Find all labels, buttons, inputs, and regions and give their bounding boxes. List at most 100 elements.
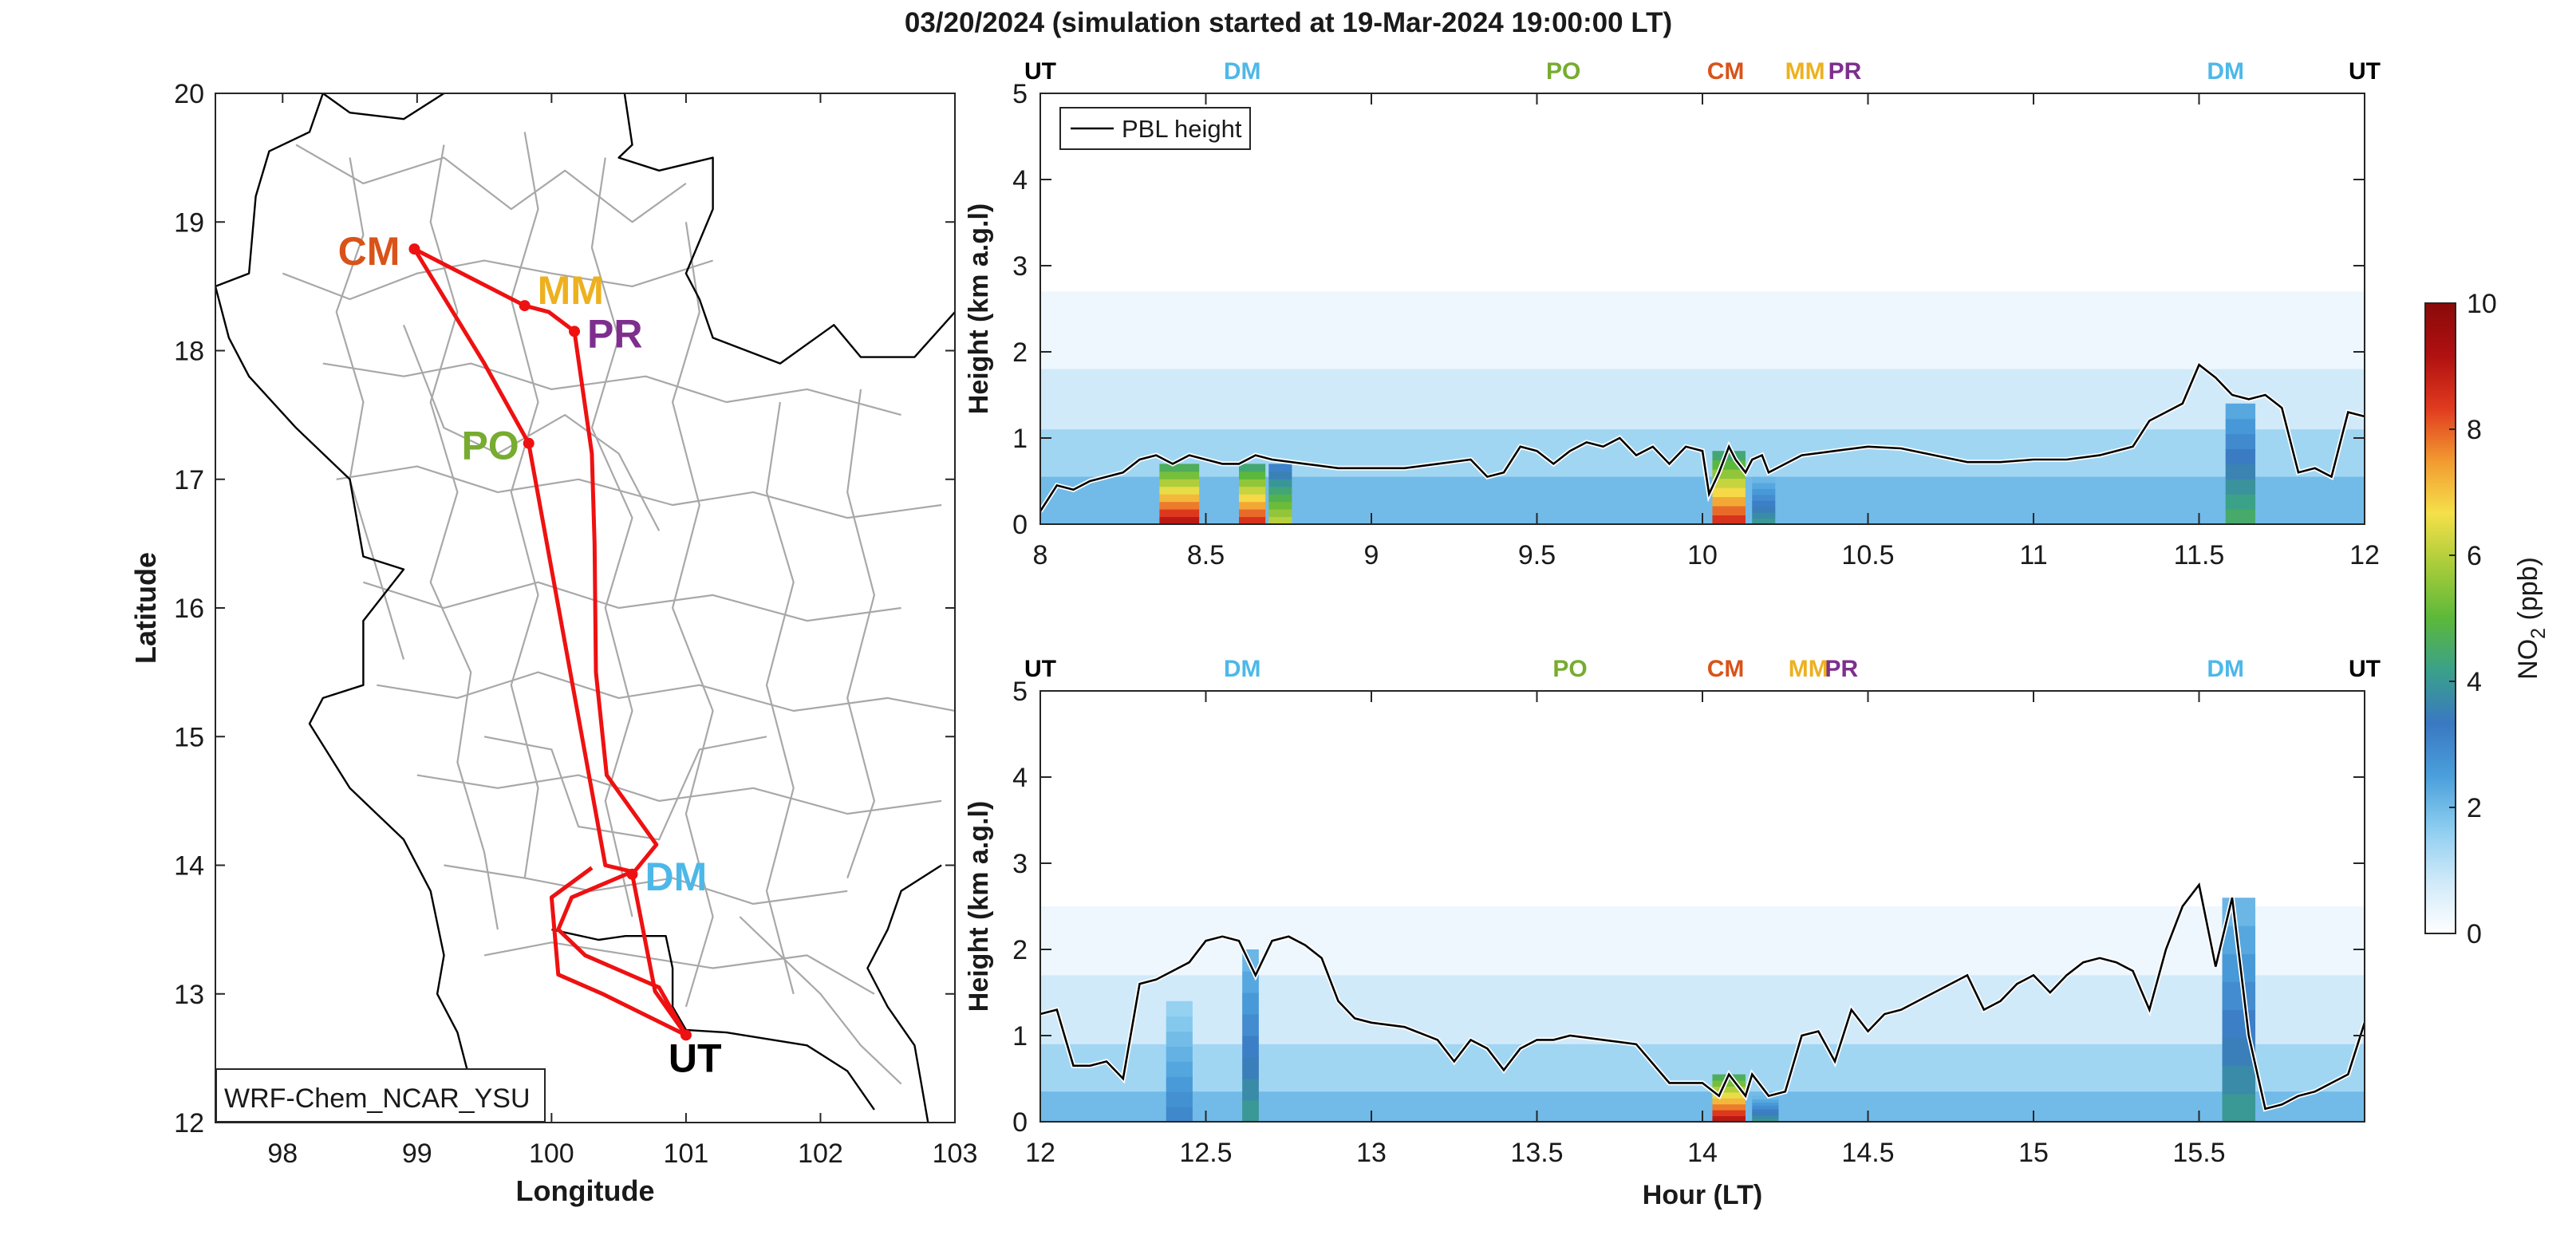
no2-field [1040, 691, 2365, 1122]
top-station-label-cm: CM [1707, 58, 1745, 85]
no2-plume-cell [1752, 512, 1776, 519]
map-xtick-label: 100 [529, 1138, 574, 1169]
no2-plume-cell [1712, 496, 1746, 507]
no2-plume-cell [1712, 506, 1746, 516]
station-marker-cm [408, 243, 420, 255]
station-label-dm: DM [645, 854, 707, 899]
no2-plume-cell [1166, 1091, 1193, 1107]
no2-plume-cell [1268, 509, 1292, 518]
xtick-label: 15.5 [2172, 1138, 2225, 1168]
no2-plume-cell [1752, 500, 1776, 507]
ytick-label: 2 [1012, 337, 1028, 368]
top-station-label-dm: DM [1224, 58, 1261, 85]
top-station-label-ut: UT [1024, 58, 1056, 85]
ylabel: Height (km a.g.l) [964, 203, 994, 414]
ytick-label: 2 [1012, 935, 1028, 965]
no2-plume-cell [1268, 464, 1292, 472]
top-station-label-cm: CM [1707, 656, 1745, 682]
no2-plume-cell [1712, 1110, 1746, 1117]
no2-plume-cell [1268, 501, 1292, 510]
legend-label: PBL height [1122, 115, 1242, 143]
station-label-ut: UT [669, 1036, 722, 1080]
station-label-po: PO [461, 424, 519, 468]
province-border [590, 157, 633, 917]
no2-plume-cell [1166, 1107, 1193, 1122]
no2-plume-cell [1239, 471, 1266, 479]
station-label-pr: PR [587, 311, 642, 356]
no2-plume-cell [2222, 1093, 2256, 1122]
no2-plume-cell [1712, 1103, 1746, 1111]
no2-plume-cell [1712, 1091, 1746, 1099]
map-xtick-label: 103 [933, 1138, 978, 1169]
colorbar-tick-label: 6 [2467, 541, 2482, 571]
country-border [215, 93, 955, 365]
map-ytick-label: 20 [174, 79, 204, 109]
xtick-label: 12 [2349, 540, 2380, 570]
no2-plume-cell [1752, 1099, 1779, 1103]
xtick-label: 9 [1364, 540, 1379, 570]
map-background [215, 93, 955, 1123]
province-border [739, 916, 902, 1085]
no2-plume-cell [1242, 1057, 1259, 1079]
map-ytick-label: 18 [174, 337, 204, 367]
top-station-label-mm: MM [1785, 58, 1825, 85]
province-border [282, 259, 713, 301]
no2-plume-cell [1166, 1000, 1193, 1017]
no2-plume-cell [1752, 1105, 1779, 1110]
no2-plume-cell [1268, 479, 1292, 487]
province-border [322, 362, 901, 416]
no2-plume-cell [1242, 992, 1259, 1015]
map-ytick-label: 16 [174, 594, 204, 624]
no2-plume-cell [2222, 981, 2256, 1011]
xtick-label: 11.5 [2174, 540, 2225, 570]
no2-plume-cell [1242, 1100, 1259, 1122]
no2-plume-cell [1712, 515, 1746, 524]
province-border [846, 389, 876, 878]
ytick-label: 5 [1012, 79, 1028, 109]
colorbar-tick-label: 2 [2467, 793, 2482, 823]
figure-title: 03/20/2024 (simulation started at 19-Mar… [905, 7, 1672, 38]
country-border [866, 864, 942, 1123]
map-ytick-label: 12 [174, 1108, 204, 1138]
no2-plume-cell [1752, 488, 1776, 495]
xtick-label: 12.5 [1179, 1138, 1232, 1168]
no2-plume-cell [1239, 516, 1266, 524]
xtick-label: 9.5 [1518, 540, 1556, 570]
no2-plume-cell [1712, 487, 1746, 498]
xtick-label: 12 [1025, 1138, 1055, 1168]
no2-plume-cell [2225, 494, 2256, 510]
no2-plume-cell [1752, 1118, 1779, 1122]
map-xtick-label: 102 [798, 1138, 843, 1169]
no2-plume-cell [1712, 451, 1746, 461]
no2-plume-cell [1159, 501, 1200, 510]
xtick-label: 14 [1687, 1138, 1718, 1168]
top-station-label-pr: PR [1828, 58, 1862, 85]
colorbar-tick-label: 0 [2467, 919, 2482, 949]
map-xlabel: Longitude [516, 1174, 655, 1207]
no2-plume-cell [1712, 460, 1746, 470]
province-border [402, 324, 661, 531]
province-border [416, 774, 942, 815]
top-station-label-ut: UT [2349, 656, 2381, 682]
no2-plume-cell [1239, 509, 1266, 518]
xtick-label: 15 [2018, 1138, 2049, 1168]
no2-plume-cell [1166, 1031, 1193, 1047]
xtick-label: 10 [1687, 540, 1718, 570]
no2-plume-cell [2225, 448, 2256, 464]
province-border [295, 144, 687, 223]
pbl-height-line [1040, 363, 2365, 512]
xtick-label: 8 [1033, 540, 1048, 570]
no2-plume-cell [1752, 483, 1776, 489]
colorbar-label: NO2 (ppb) [2513, 557, 2550, 680]
no2-plume-cell [1268, 494, 1292, 503]
ylabel: Height (km a.g.l) [964, 801, 994, 1012]
no2-plume-cell [1239, 479, 1266, 487]
station-marker-ut [680, 1029, 692, 1041]
no2-plume-cell [1268, 486, 1292, 495]
no2-plume-cell [1752, 494, 1776, 501]
country-border [551, 928, 875, 1111]
xtick-label: 13 [1356, 1138, 1387, 1168]
